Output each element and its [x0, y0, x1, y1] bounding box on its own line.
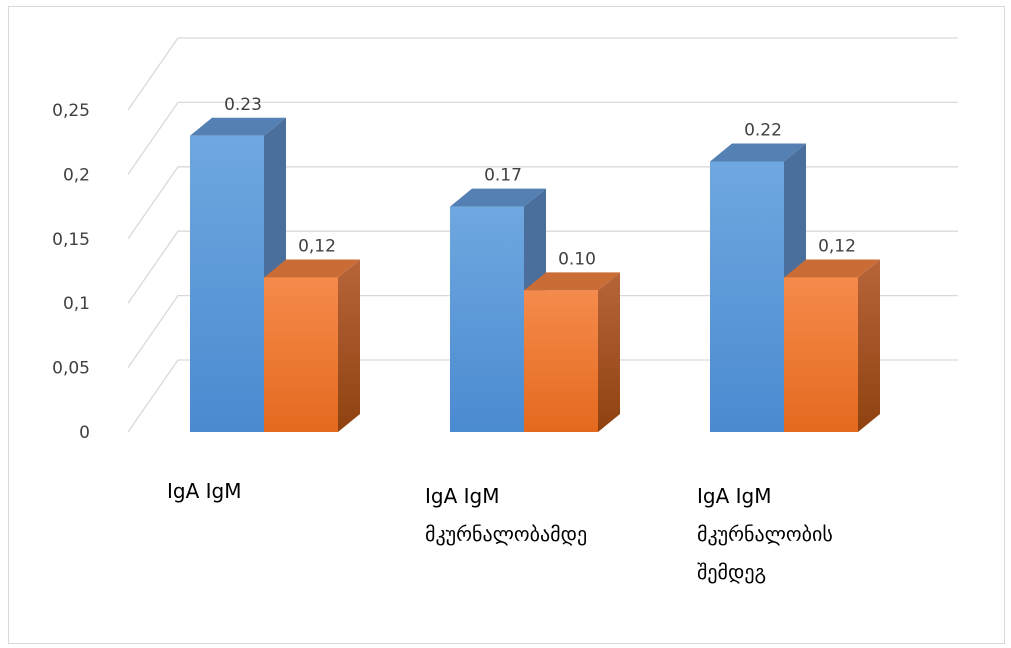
bar-top [264, 259, 360, 278]
data-label: 0.17 [484, 166, 522, 186]
data-label: 0,12 [298, 236, 336, 256]
data-label: 0.22 [744, 121, 782, 141]
bar-front [264, 277, 338, 432]
category-label: მკურნალობამდე [425, 522, 587, 546]
gridlines [127, 37, 958, 433]
gridline [127, 230, 958, 304]
bar-front [784, 277, 858, 432]
bar-front [710, 161, 784, 432]
bar-side [858, 259, 880, 432]
bar-top [190, 117, 286, 136]
category-label: შემდეგ [697, 560, 766, 584]
category-label: მკურნალობის [697, 522, 833, 546]
gridline [127, 37, 958, 111]
chart-frame [8, 6, 1005, 644]
category-label: IgA IgM [167, 479, 241, 503]
gridline [127, 359, 958, 433]
bar-front [450, 206, 524, 432]
data-label: 0,12 [818, 236, 856, 256]
bar-front [190, 135, 264, 432]
y-tick-label: 0 [79, 423, 90, 443]
bar-igm [784, 259, 880, 432]
data-label: 0.23 [224, 95, 262, 115]
y-axis-tick-labels: 0 0,05 0,1 0,15 0,2 0,25 [52, 101, 90, 443]
bar-igm [524, 272, 620, 432]
data-label: 0.10 [558, 249, 596, 269]
y-tick-label: 0,1 [63, 294, 90, 314]
bar-front [524, 290, 598, 432]
y-tick-label: 0,25 [52, 101, 90, 121]
category-labels: IgA IgM IgA IgM მკურნალობამდე IgA IgM მკურნა… [167, 479, 833, 584]
gridline [127, 101, 958, 175]
y-tick-label: 0,05 [52, 359, 90, 379]
data-labels: 0.23 0,12 0.17 0.10 0.22 0,12 [224, 95, 856, 270]
gridline [127, 166, 958, 240]
bar-igm [264, 259, 360, 432]
bars [190, 117, 880, 432]
category-label: IgA IgM [697, 484, 771, 508]
bar-top [784, 259, 880, 278]
y-tick-label: 0,15 [52, 230, 90, 250]
bar-top [524, 272, 620, 291]
category-label: IgA IgM [425, 484, 499, 508]
bar-top [710, 143, 806, 162]
bar-side [338, 259, 360, 432]
bar-side [598, 272, 620, 432]
bar-top [450, 188, 546, 207]
y-tick-label: 0,2 [63, 165, 90, 185]
gridline [127, 294, 958, 368]
